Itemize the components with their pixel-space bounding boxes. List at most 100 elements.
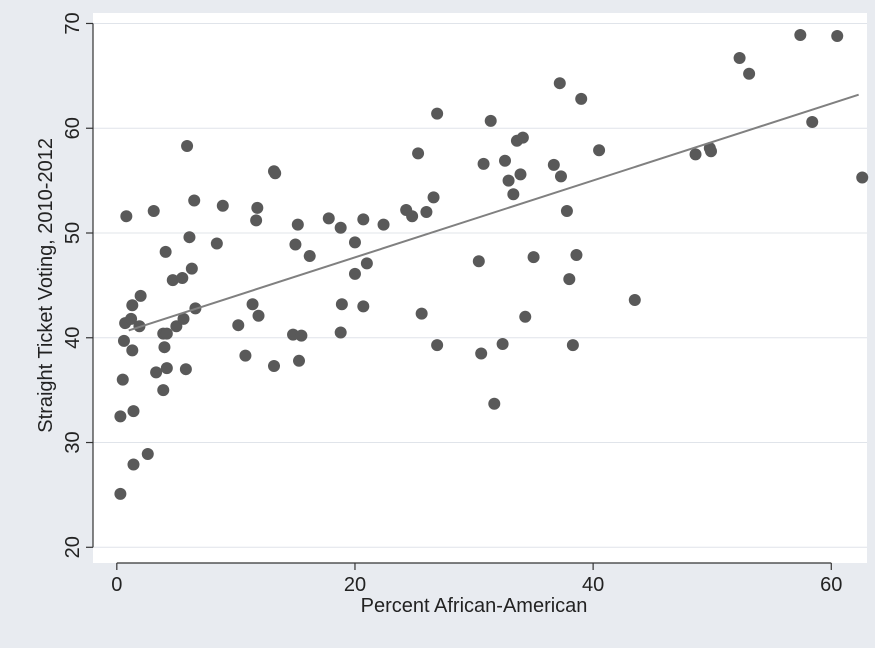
- plot-area: [93, 13, 867, 563]
- data-point: [183, 231, 196, 244]
- data-point: [334, 221, 347, 234]
- x-tick-label: 60: [820, 574, 842, 596]
- data-point: [431, 339, 444, 352]
- fit-line: [128, 93, 859, 332]
- data-point: [856, 171, 869, 184]
- data-point: [806, 115, 819, 128]
- data-point: [232, 319, 245, 332]
- data-point: [157, 384, 170, 397]
- data-point: [177, 312, 190, 325]
- data-point: [628, 294, 641, 307]
- data-point: [125, 312, 138, 325]
- data-point: [293, 354, 306, 367]
- data-point: [360, 257, 373, 270]
- data-point: [216, 199, 229, 212]
- data-point: [566, 339, 579, 352]
- fit-line-group: [128, 93, 859, 332]
- y-tick-label: 50: [62, 222, 84, 244]
- data-point: [158, 341, 171, 354]
- data-point: [547, 158, 560, 171]
- data-point: [289, 238, 302, 251]
- data-point: [181, 140, 194, 153]
- data-point: [291, 218, 304, 231]
- data-point: [127, 405, 140, 418]
- data-point: [252, 309, 265, 322]
- data-point: [166, 274, 179, 287]
- data-point: [141, 448, 154, 461]
- data-point: [179, 363, 192, 376]
- data-point: [267, 360, 280, 373]
- data-point: [126, 344, 139, 357]
- data-point: [519, 310, 532, 323]
- data-point: [120, 210, 133, 223]
- data-point: [246, 298, 259, 311]
- data-point: [484, 114, 497, 127]
- data-point: [406, 210, 419, 223]
- data-point: [357, 300, 370, 313]
- x-tick-label: 0: [111, 574, 122, 596]
- data-point: [516, 131, 529, 144]
- data-point: [114, 410, 127, 423]
- data-point: [334, 326, 347, 339]
- data-point: [593, 144, 606, 157]
- y-tick-label: 40: [62, 327, 84, 349]
- data-point: [488, 397, 501, 410]
- data-point: [705, 145, 718, 158]
- data-point: [496, 338, 509, 351]
- data-point: [415, 307, 428, 320]
- y-axis-label: Straight Ticket Voting, 2010-2012: [35, 138, 57, 433]
- data-points: [114, 29, 869, 500]
- data-point: [743, 67, 756, 80]
- data-point: [563, 273, 576, 286]
- data-point: [150, 366, 163, 379]
- data-point: [210, 237, 223, 250]
- data-point: [134, 289, 147, 302]
- axes: 20 30 40 50 60 70 0 20 40 60: [62, 12, 842, 596]
- data-point: [554, 170, 567, 183]
- data-point: [348, 236, 361, 249]
- data-point: [527, 251, 540, 264]
- data-point: [431, 107, 444, 120]
- data-point: [575, 92, 588, 105]
- data-point: [160, 362, 173, 375]
- data-point: [322, 212, 335, 225]
- data-point: [831, 30, 844, 43]
- data-point: [348, 267, 361, 280]
- data-point: [560, 205, 573, 217]
- data-point: [570, 249, 583, 261]
- y-tick-label: 70: [62, 12, 84, 34]
- x-axis-label: Percent African-American: [361, 595, 588, 617]
- data-point: [250, 214, 263, 227]
- data-point: [412, 147, 425, 160]
- data-point: [159, 245, 172, 258]
- data-point: [127, 458, 140, 471]
- data-point: [126, 299, 139, 312]
- data-point: [475, 347, 488, 360]
- data-point: [239, 349, 252, 362]
- y-tick-label: 20: [62, 536, 84, 558]
- data-point: [507, 188, 520, 201]
- data-point: [477, 157, 490, 170]
- gridlines: [93, 22, 867, 548]
- data-point: [733, 52, 746, 65]
- data-point: [472, 255, 485, 268]
- y-tick-label: 30: [62, 431, 84, 453]
- data-point: [176, 272, 189, 285]
- data-point: [117, 334, 130, 347]
- data-point: [689, 148, 702, 161]
- data-point: [160, 327, 173, 340]
- data-point: [357, 213, 370, 226]
- data-point: [502, 174, 515, 187]
- data-point: [420, 206, 433, 219]
- data-point: [185, 262, 198, 275]
- data-point: [499, 154, 512, 167]
- x-tick-label: 40: [582, 574, 604, 596]
- y-tick-label: 60: [62, 117, 84, 139]
- data-point: [335, 298, 348, 311]
- data-point: [553, 77, 566, 90]
- data-point: [794, 29, 807, 41]
- data-point: [427, 191, 440, 204]
- data-point: [295, 329, 308, 342]
